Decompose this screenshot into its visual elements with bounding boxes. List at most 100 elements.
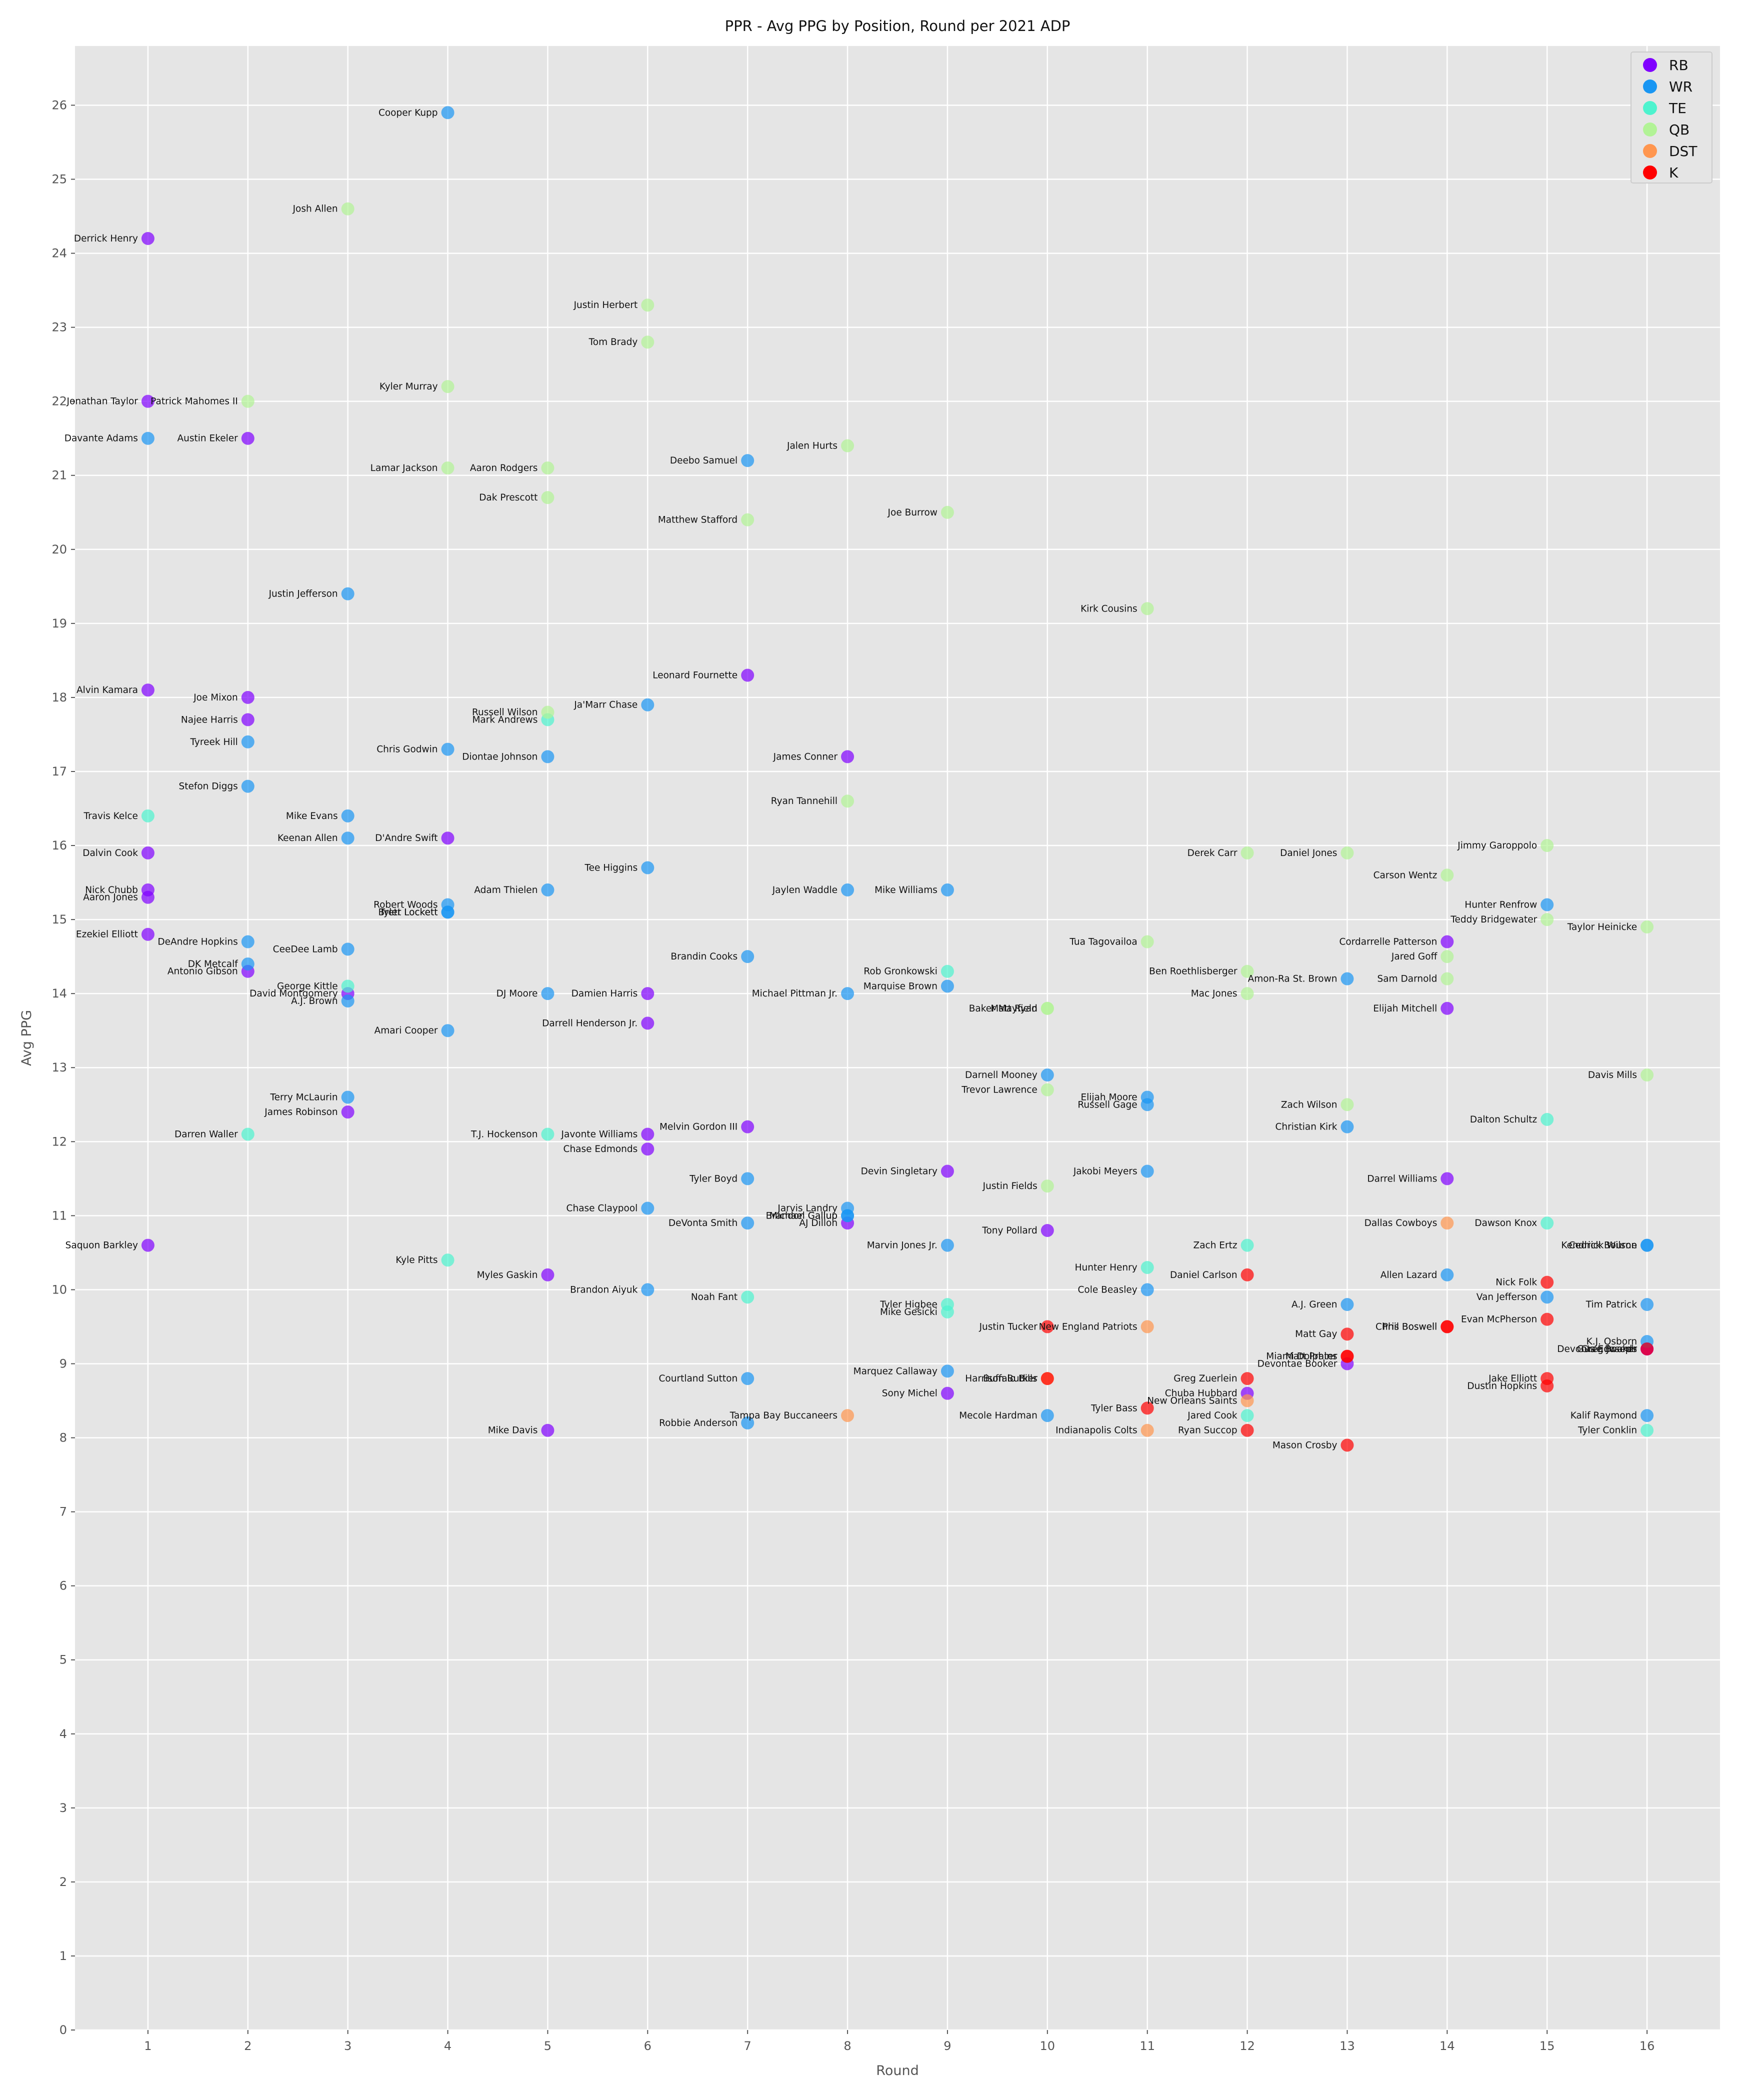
point-wr [1340,972,1354,986]
point-label: Russell Wilson [472,708,538,718]
x-tick-label: 6 [644,2039,652,2053]
point-qb [1240,964,1254,978]
point-label: Saquon Barkley [66,1240,138,1251]
point-qb [741,513,754,526]
legend-label-dst: DST [1669,143,1698,160]
y-tick-label: 12 [52,1134,67,1148]
point-label: David Montgomery [250,988,338,999]
point-label: Michael Pittman Jr. [752,988,838,999]
point-label: Hunter Henry [1075,1262,1138,1273]
point-wr [1640,1298,1654,1312]
point-rb [1440,1172,1454,1186]
point-label: Damien Harris [572,988,638,999]
point-label: Joe Burrow [888,508,938,518]
point-wr [940,1238,954,1252]
point-label: Travis Kelce [83,811,138,822]
point-label: Chris Godwin [376,744,438,755]
point-wr [940,883,954,896]
point-label: Nick Chubb [85,885,138,896]
point-label: Kyler Murray [380,382,438,392]
point-qb [1540,839,1554,852]
point-wr [940,980,954,993]
point-label: Greg Zuerlein [1174,1374,1237,1384]
point-label: Robbie Anderson [659,1418,738,1428]
point-wr [1640,1238,1654,1252]
point-qb [241,394,254,408]
point-label: Cedrick Wilson [1569,1240,1637,1251]
point-k [1340,1438,1354,1452]
point-label: Adam Thielen [474,885,538,896]
point-label: Terry McLaurin [270,1092,338,1102]
x-tick-label: 15 [1540,2039,1555,2053]
point-label: Rob Gronkowski [864,966,938,977]
point-label: Keenan Allen [278,833,338,844]
point-rb [141,394,154,408]
point-label: Evan McPherson [1461,1314,1537,1325]
point-qb [541,491,554,504]
point-wr [541,883,554,896]
point-label: Ben Roethlisberger [1149,966,1238,977]
point-wr [341,809,354,822]
point-qb [1640,920,1654,934]
point-rb [141,928,154,941]
point-wr [741,1416,754,1430]
legend: RB WR TE QB DST K [1630,52,1712,184]
y-tick-label: 18 [52,690,67,704]
point-wr [241,957,254,970]
point-k [1140,1402,1154,1415]
point-label: Chuba Hubbard [1165,1388,1238,1399]
x-tick-label: 16 [1640,2039,1655,2053]
point-label: Tua Tagovailoa [1069,937,1137,948]
point-label: Nick Folk [1496,1278,1537,1288]
point-qb [1440,950,1454,964]
point-rb [541,1268,554,1282]
point-label: Gus Edwards [1577,1344,1637,1354]
point-label: Brett Lockett [378,907,438,918]
point-wr [541,987,554,1000]
point-label: Allen Lazard [1380,1270,1438,1280]
point-label: Mike Evans [286,811,338,822]
point-label: D'Andre Swift [375,833,438,844]
point-label: CeeDee Lamb [273,944,338,954]
point-wr [641,1202,654,1215]
point-rb [741,668,754,682]
point-label: Devontae Booker [1557,1344,1637,1354]
point-wr [741,950,754,964]
point-qb [441,461,454,474]
point-wr [741,454,754,468]
legend-label-wr: WR [1669,78,1692,95]
point-wr [1140,1283,1154,1296]
point-label: Van Jefferson [1476,1292,1537,1302]
legend-label-qb: QB [1669,122,1690,138]
point-qb [841,439,854,452]
point-label: Jakobi Meyers [1073,1166,1138,1177]
point-label: Jared Cook [1187,1410,1238,1421]
point-label: Mike Williams [874,885,938,896]
x-tick-label: 1 [144,2039,152,2053]
point-label: Davante Adams [64,434,138,444]
point-rb [141,890,154,904]
point-k [1040,1320,1054,1334]
point-label: Kirk Cousins [1080,604,1138,614]
point-label: Tony Pollard [982,1226,1038,1236]
y-tick-label: 5 [60,1653,67,1667]
point-label: Phil Boswell [1382,1322,1437,1332]
point-rb [1040,1224,1054,1237]
point-wr [341,832,354,845]
point-label: Teddy Bridgewater [1450,914,1537,925]
point-label: New England Patriots [1039,1322,1138,1332]
point-label: Brandon Gallup [766,1210,838,1221]
point-label: Amon-Ra St. Brown [1248,974,1338,984]
point-wr [641,861,654,874]
point-qb [1340,1098,1354,1112]
point-qb [541,461,554,474]
point-label: Dak Prescott [479,492,538,503]
point-dst [1240,1394,1254,1408]
point-rb [141,846,154,860]
point-label: Tee Higgins [584,862,638,873]
point-label: Jarvis Landry [777,1204,838,1214]
legend-marker-qb [1643,122,1657,136]
point-label: Elijah Moore [1080,1092,1137,1102]
y-tick-labels: 0123456789101112131415161718192021222324… [52,98,75,2037]
